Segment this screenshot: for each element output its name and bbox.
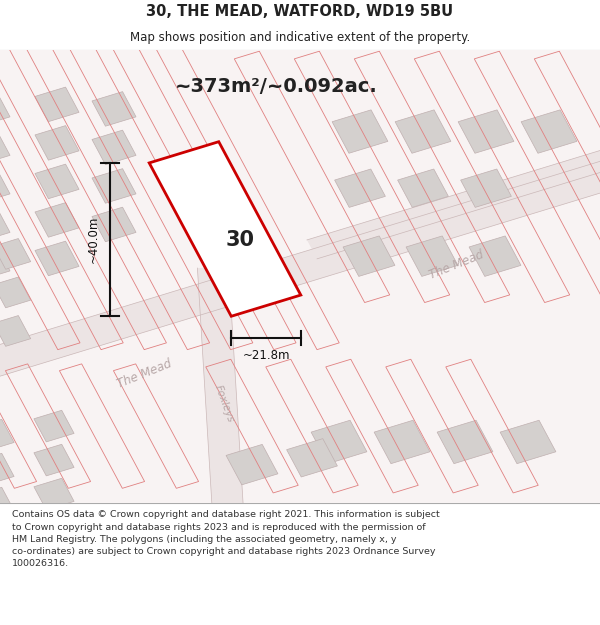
Polygon shape — [458, 110, 514, 153]
Polygon shape — [0, 154, 600, 383]
Polygon shape — [92, 130, 136, 165]
Text: ~21.8m: ~21.8m — [242, 349, 290, 362]
Polygon shape — [197, 267, 244, 512]
Polygon shape — [343, 236, 395, 276]
Polygon shape — [0, 246, 10, 280]
Polygon shape — [35, 202, 79, 238]
Polygon shape — [35, 126, 79, 160]
Polygon shape — [0, 488, 14, 519]
Text: 30: 30 — [226, 230, 254, 250]
Polygon shape — [335, 169, 385, 208]
Polygon shape — [34, 478, 74, 510]
Polygon shape — [374, 420, 430, 464]
Polygon shape — [0, 239, 31, 269]
Text: The Mead: The Mead — [115, 357, 173, 391]
Polygon shape — [395, 110, 451, 153]
Polygon shape — [307, 143, 600, 259]
Text: ~373m²/~0.092ac.: ~373m²/~0.092ac. — [175, 77, 377, 96]
Polygon shape — [311, 420, 367, 464]
Polygon shape — [398, 169, 448, 208]
Polygon shape — [0, 419, 14, 451]
Text: Map shows position and indicative extent of the property.: Map shows position and indicative extent… — [130, 31, 470, 44]
Polygon shape — [0, 207, 10, 242]
Text: The Mead: The Mead — [427, 248, 485, 282]
Polygon shape — [287, 439, 337, 477]
Polygon shape — [92, 92, 136, 126]
Polygon shape — [437, 420, 493, 464]
Polygon shape — [0, 169, 10, 203]
Polygon shape — [461, 169, 511, 208]
Text: Foxleys: Foxleys — [212, 383, 235, 424]
Polygon shape — [332, 110, 388, 153]
Polygon shape — [500, 420, 556, 464]
Polygon shape — [0, 130, 10, 165]
Text: Contains OS data © Crown copyright and database right 2021. This information is : Contains OS data © Crown copyright and d… — [12, 511, 440, 568]
Polygon shape — [35, 164, 79, 199]
Polygon shape — [35, 241, 79, 276]
Polygon shape — [92, 207, 136, 242]
Polygon shape — [0, 277, 31, 308]
Polygon shape — [0, 316, 31, 346]
Text: 30, THE MEAD, WATFORD, WD19 5BU: 30, THE MEAD, WATFORD, WD19 5BU — [146, 4, 454, 19]
Polygon shape — [35, 87, 79, 122]
Text: ~40.0m: ~40.0m — [87, 216, 100, 263]
Polygon shape — [521, 110, 577, 153]
Polygon shape — [226, 444, 278, 485]
Polygon shape — [34, 410, 74, 442]
Polygon shape — [0, 92, 10, 126]
Polygon shape — [406, 236, 458, 276]
Polygon shape — [469, 236, 521, 276]
Polygon shape — [34, 444, 74, 476]
Polygon shape — [149, 142, 301, 316]
Polygon shape — [92, 169, 136, 203]
Polygon shape — [0, 453, 14, 485]
